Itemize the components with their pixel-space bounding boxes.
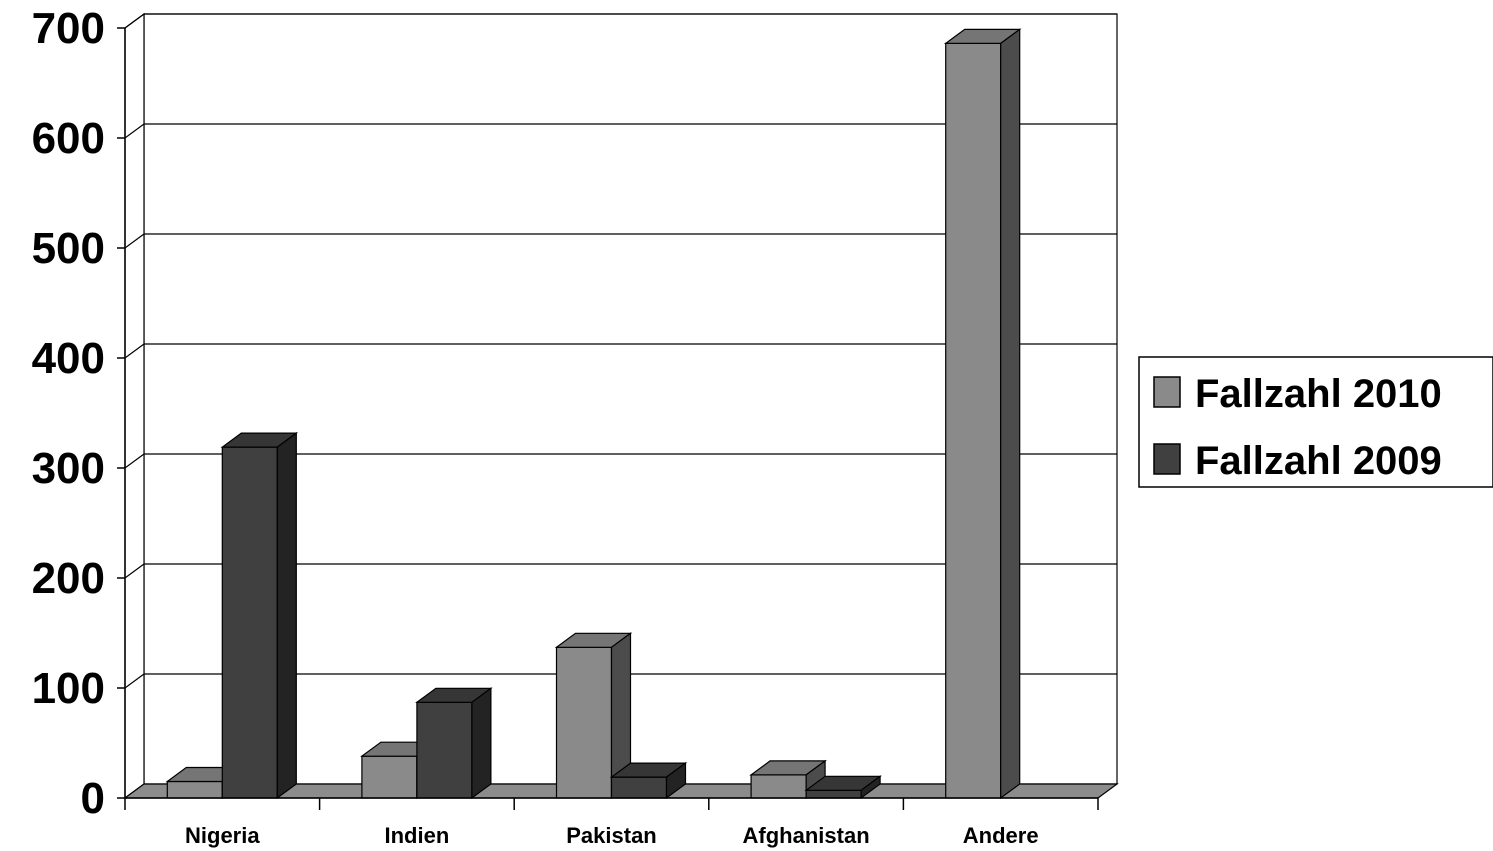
y-tick-label: 300 (32, 444, 105, 493)
bar-andere-fallzahl-2010 (943, 28, 1022, 800)
bar-front (166, 780, 223, 799)
bar-front (361, 755, 418, 799)
gridline-side (124, 343, 145, 359)
x-tick-label: Nigeria (185, 823, 260, 848)
bar-pakistan-fallzahl-2009 (609, 761, 688, 800)
bar-front (555, 646, 613, 799)
bar-front (805, 789, 862, 799)
bar-side (1000, 28, 1021, 800)
bar-side (471, 687, 492, 800)
gridline-side (124, 233, 145, 249)
bar-side (665, 761, 687, 800)
x-tick-label: Afghanistan (743, 823, 870, 848)
bar-front (610, 776, 668, 799)
x-axis: Nigeria Indien Pakistan Afghanistan Andere (124, 797, 1099, 848)
legend: Fallzahl 2010 Fallzahl 2009 (1138, 356, 1493, 488)
legend-label: Fallzahl 2009 (1195, 439, 1442, 483)
bars (165, 28, 1022, 800)
gridline-side (124, 563, 145, 579)
bar-front (221, 446, 278, 799)
legend-label: Fallzahl 2010 (1195, 372, 1442, 416)
y-tick-label: 200 (32, 554, 105, 603)
bar-front (945, 42, 1002, 799)
bar-front (416, 701, 473, 799)
legend-swatch (1153, 443, 1181, 475)
y-tick-label: 100 (32, 664, 105, 713)
x-tick-label: Andere (963, 823, 1039, 848)
legend-swatch (1153, 376, 1181, 408)
bar-front (750, 774, 807, 799)
bar-afghanistan-fallzahl-2009 (804, 775, 882, 800)
y-tick-label: 400 (32, 334, 105, 383)
gridline-side (124, 453, 145, 469)
gridline-side (124, 123, 145, 139)
bar-indien-fallzahl-2009 (415, 687, 493, 800)
bar-nigeria-fallzahl-2009 (220, 431, 299, 800)
legend-box (1138, 356, 1493, 488)
gridline-side (124, 13, 145, 29)
x-tick-label: Indien (385, 823, 450, 848)
y-tick-label: 500 (32, 224, 105, 273)
y-tick-label: 0 (81, 774, 105, 823)
bar-side (276, 431, 297, 800)
y-axis: 0 100 200 300 400 500 600 700 (32, 4, 126, 823)
gridline-side (124, 673, 145, 689)
x-tick-label: Pakistan (566, 823, 657, 848)
bar-afghanistan-fallzahl-2010 (749, 759, 827, 800)
bar-pakistan-fallzahl-2010 (554, 632, 633, 800)
y-tick-label: 700 (32, 4, 105, 53)
y-tick-label: 600 (32, 114, 105, 163)
bar-side (860, 775, 881, 800)
